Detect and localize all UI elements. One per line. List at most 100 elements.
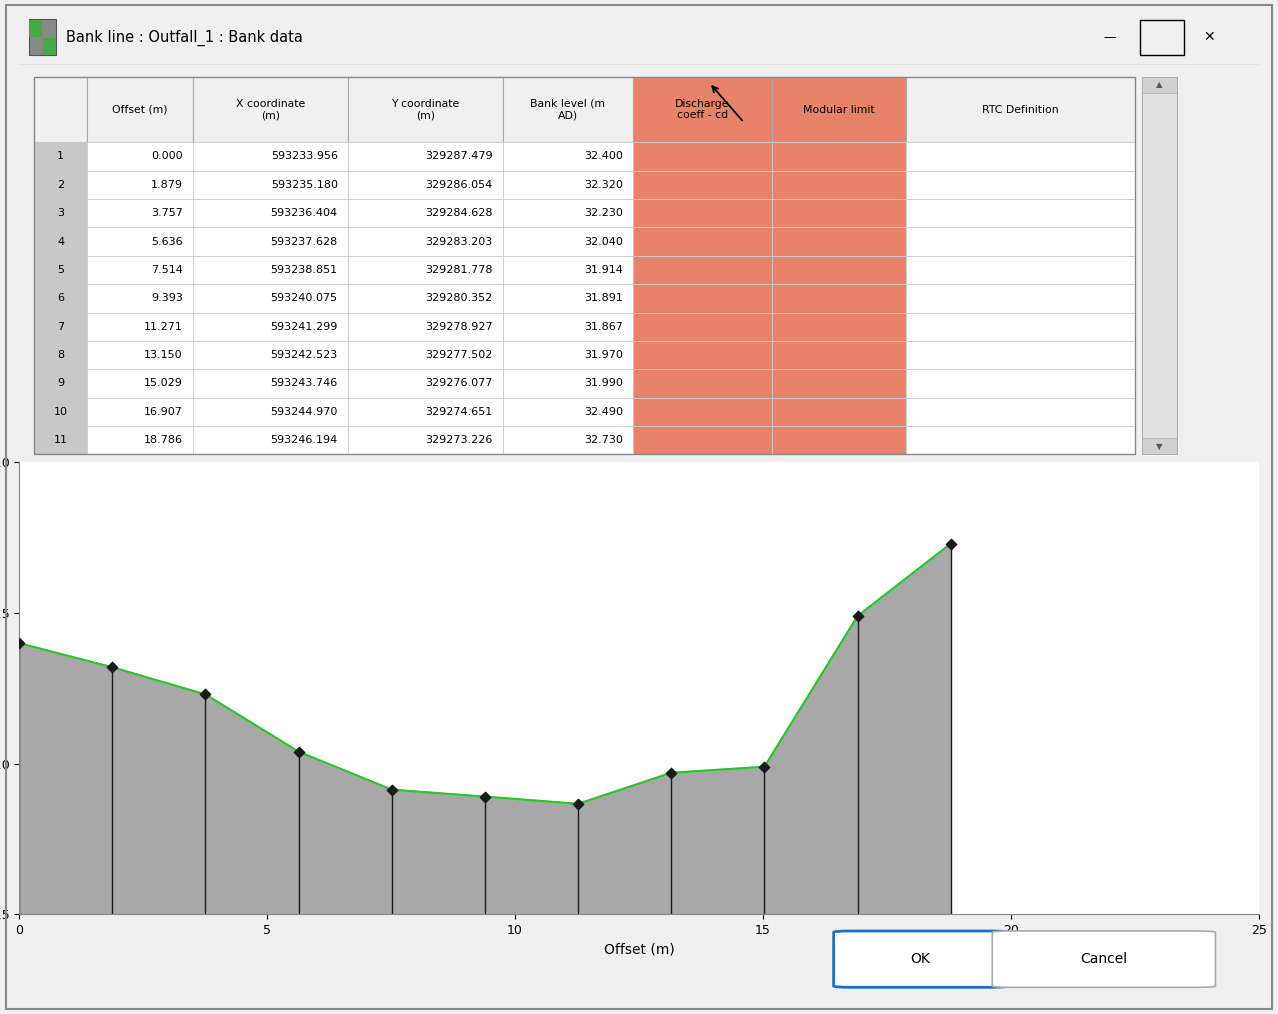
Bar — [906, 341, 1135, 369]
Text: 10: 10 — [54, 407, 68, 417]
Bar — [87, 227, 193, 256]
Text: ✕: ✕ — [1204, 30, 1215, 45]
Bar — [193, 170, 348, 199]
Bar — [193, 397, 348, 426]
Bar — [193, 284, 348, 312]
Text: ▲: ▲ — [1157, 80, 1163, 89]
Text: X coordinate
(m): X coordinate (m) — [235, 98, 305, 121]
Point — [661, 765, 681, 781]
Text: 329277.502: 329277.502 — [426, 350, 493, 360]
Bar — [348, 426, 502, 454]
Bar — [35, 227, 87, 256]
Text: 329283.203: 329283.203 — [426, 236, 493, 246]
Bar — [193, 426, 348, 454]
Text: ▼: ▼ — [1157, 442, 1163, 451]
Bar — [633, 199, 772, 227]
Bar — [348, 170, 502, 199]
Bar — [35, 341, 87, 369]
Text: 9.393: 9.393 — [151, 293, 183, 303]
Bar — [348, 397, 502, 426]
Bar — [772, 369, 906, 397]
Text: 329274.651: 329274.651 — [426, 407, 493, 417]
Bar — [43, 38, 56, 55]
Bar — [906, 426, 1135, 454]
Text: —: — — [1104, 31, 1116, 44]
Bar — [193, 312, 348, 341]
Bar — [193, 142, 348, 170]
Text: 593242.523: 593242.523 — [271, 350, 337, 360]
Bar — [502, 199, 633, 227]
Bar — [35, 77, 1135, 454]
Text: Bank level (m
AD): Bank level (m AD) — [530, 98, 606, 121]
Bar — [35, 256, 87, 284]
Bar — [1140, 20, 1185, 55]
Text: 329280.352: 329280.352 — [426, 293, 493, 303]
Bar — [906, 227, 1135, 256]
Text: 7: 7 — [58, 321, 64, 332]
Text: 4: 4 — [58, 236, 64, 246]
Bar — [35, 170, 87, 199]
Bar — [772, 426, 906, 454]
Polygon shape — [19, 544, 951, 915]
Text: Bank line : Outfall_1 : Bank data: Bank line : Outfall_1 : Bank data — [66, 29, 303, 46]
Bar — [633, 312, 772, 341]
Point — [102, 659, 123, 675]
Bar — [348, 199, 502, 227]
Bar — [906, 312, 1135, 341]
Bar — [906, 369, 1135, 397]
Point — [474, 789, 495, 805]
Bar — [502, 426, 633, 454]
Bar — [87, 142, 193, 170]
Bar — [193, 77, 348, 142]
Point — [196, 686, 216, 703]
FancyBboxPatch shape — [833, 931, 1007, 988]
Text: 18.786: 18.786 — [144, 435, 183, 445]
Text: 593237.628: 593237.628 — [271, 236, 337, 246]
Text: Discharge
coeff - cd: Discharge coeff - cd — [675, 98, 730, 121]
Bar — [35, 426, 87, 454]
Bar — [502, 77, 633, 142]
Bar — [348, 227, 502, 256]
Bar — [87, 199, 193, 227]
Text: 1: 1 — [58, 151, 64, 161]
Bar — [348, 341, 502, 369]
Text: 32.730: 32.730 — [584, 435, 622, 445]
Bar — [906, 284, 1135, 312]
Bar — [633, 170, 772, 199]
Text: 3.757: 3.757 — [151, 208, 183, 218]
Bar — [35, 199, 87, 227]
Text: 1.879: 1.879 — [151, 179, 183, 190]
Bar — [633, 227, 772, 256]
Bar — [87, 77, 193, 142]
Bar — [502, 256, 633, 284]
Text: 5: 5 — [58, 265, 64, 275]
Bar — [348, 369, 502, 397]
Text: 2: 2 — [58, 179, 64, 190]
Bar — [87, 369, 193, 397]
Text: 31.914: 31.914 — [584, 265, 622, 275]
Text: 31.970: 31.970 — [584, 350, 622, 360]
Bar — [502, 397, 633, 426]
Text: 32.230: 32.230 — [584, 208, 622, 218]
Bar — [87, 256, 193, 284]
Bar — [906, 170, 1135, 199]
Text: 593241.299: 593241.299 — [271, 321, 337, 332]
Bar — [772, 256, 906, 284]
Bar — [35, 77, 87, 142]
Text: RTC Definition: RTC Definition — [982, 104, 1058, 115]
Bar — [772, 397, 906, 426]
Text: 329273.226: 329273.226 — [426, 435, 493, 445]
Text: 329278.927: 329278.927 — [426, 321, 493, 332]
Text: Cancel: Cancel — [1080, 952, 1127, 966]
Bar — [35, 284, 87, 312]
Bar — [87, 284, 193, 312]
Text: 593235.180: 593235.180 — [271, 179, 337, 190]
Text: Modular limit: Modular limit — [803, 104, 874, 115]
Bar — [1143, 77, 1177, 92]
Text: 31.867: 31.867 — [584, 321, 622, 332]
Text: 593240.075: 593240.075 — [271, 293, 337, 303]
Text: 593233.956: 593233.956 — [271, 151, 337, 161]
Bar — [193, 199, 348, 227]
Bar — [193, 227, 348, 256]
Bar — [772, 341, 906, 369]
